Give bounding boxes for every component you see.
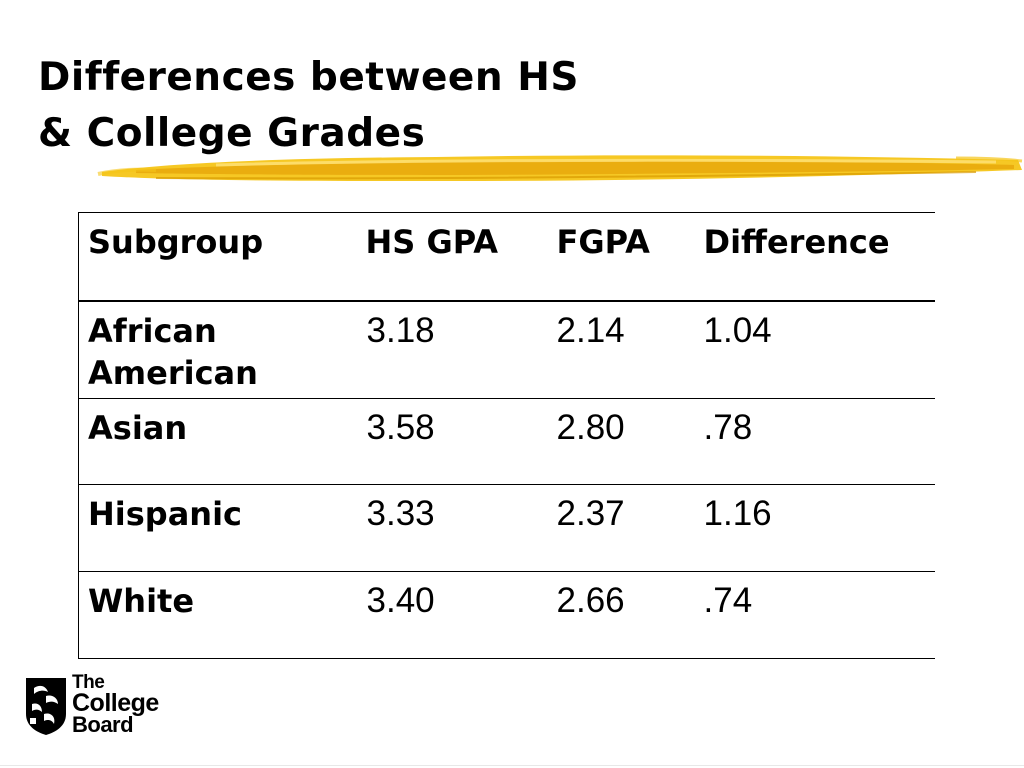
gpa-table: Subgroup HS GPA FGPA Difference African … — [78, 212, 935, 659]
slide-title-line-2: & College Grades — [38, 111, 426, 156]
table-header-row: Subgroup HS GPA FGPA Difference — [78, 212, 935, 301]
hs-gpa-cell: 3.58 — [366, 408, 435, 447]
subgroup-cell: Asian — [78, 398, 357, 485]
footer-divider — [0, 765, 1024, 766]
difference-cell: .78 — [703, 408, 753, 447]
header-difference: Difference — [703, 223, 890, 261]
logo-wordmark: The College Board — [72, 672, 159, 737]
logo-line-2: College — [72, 689, 159, 717]
subgroup-cell: African American — [78, 300, 357, 399]
table-row: African American 3.18 2.14 1.04 — [78, 300, 935, 399]
difference-cell: 1.16 — [703, 494, 772, 533]
table-row: Hispanic 3.33 2.37 1.16 — [78, 484, 935, 572]
header-hs-gpa: HS GPA — [365, 223, 499, 261]
difference-cell: .74 — [703, 581, 753, 620]
header-fgpa: FGPA — [556, 223, 650, 261]
header-subgroup: Subgroup — [78, 212, 357, 301]
hs-gpa-cell: 3.18 — [366, 310, 435, 350]
fgpa-cell: 2.37 — [556, 494, 625, 533]
logo-line-3: Board — [72, 712, 134, 737]
brush-stroke-underline — [97, 155, 1023, 181]
fgpa-cell: 2.80 — [556, 408, 625, 447]
fgpa-cell: 2.66 — [556, 581, 625, 620]
college-board-logo: The College Board — [24, 672, 184, 740]
hs-gpa-cell: 3.40 — [366, 581, 435, 620]
logo-line-1: The — [72, 672, 105, 693]
slide-title-line-1: Differences between HS — [38, 55, 579, 100]
table-row: Asian 3.58 2.80 .78 — [78, 398, 935, 485]
slide-title: Differences between HS & College Grades — [38, 50, 579, 162]
table-row: White 3.40 2.66 .74 — [78, 571, 935, 659]
fgpa-cell: 2.14 — [556, 310, 625, 350]
subgroup-cell: Hispanic — [78, 484, 357, 572]
subgroup-cell: White — [78, 571, 357, 659]
college-board-shield-icon — [26, 678, 66, 735]
difference-cell: 1.04 — [703, 310, 772, 350]
hs-gpa-cell: 3.33 — [366, 494, 435, 533]
